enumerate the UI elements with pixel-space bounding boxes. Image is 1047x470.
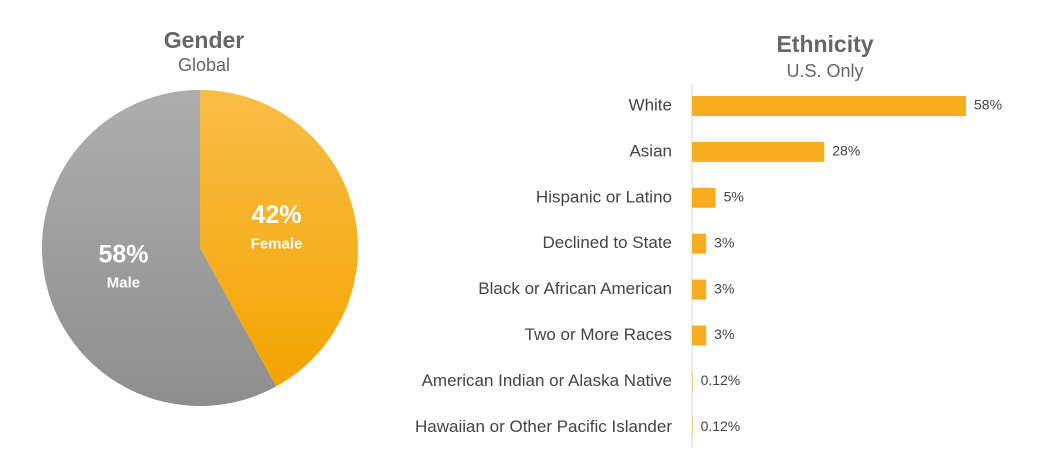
bar: [692, 325, 707, 346]
bar: [692, 371, 693, 392]
bar-value-label: 0.12%: [701, 418, 741, 434]
slice-category-label: Female: [251, 235, 303, 252]
category-label: Hawaiian or Other Pacific Islander: [415, 417, 672, 436]
bar: [692, 96, 966, 116]
bar-value-label: 0.12%: [701, 372, 741, 388]
chart-subtitle: U.S. Only: [786, 61, 863, 81]
category-label: Hispanic or Latino: [536, 187, 672, 206]
category-label: Two or More Races: [525, 325, 672, 344]
pie-shine: [41, 90, 277, 406]
bar-value-label: 58%: [974, 97, 1002, 113]
category-label: White: [629, 95, 672, 114]
slice-value-label: 58%: [98, 240, 148, 268]
bar-value-label: 3%: [714, 326, 734, 342]
pie-shine: [200, 90, 358, 387]
bar-value-label: 5%: [724, 189, 744, 205]
bar-value-label: 3%: [714, 234, 734, 250]
bar: [692, 417, 693, 438]
bar-value-label: 3%: [714, 280, 734, 296]
category-label: Black or African American: [478, 279, 672, 298]
category-label: Declined to State: [543, 233, 672, 252]
bar: [692, 187, 716, 208]
bar: [692, 233, 707, 254]
chart-subtitle: Global: [178, 55, 230, 75]
chart-title: Ethnicity: [776, 31, 873, 57]
chart-title: Gender: [164, 27, 245, 53]
category-label: American Indian or Alaska Native: [422, 371, 672, 390]
bar-value-label: 28%: [832, 143, 860, 159]
slice-category-label: Male: [107, 275, 140, 292]
bar: [692, 279, 707, 300]
category-label: Asian: [629, 141, 672, 160]
bar: [692, 141, 825, 162]
slice-value-label: 42%: [251, 201, 301, 229]
